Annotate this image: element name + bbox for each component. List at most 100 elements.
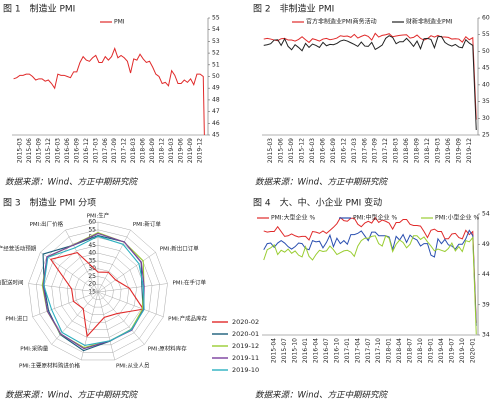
series-group (13, 46, 205, 135)
x-tick-label: 2015-03 (16, 138, 23, 163)
x-tick-label: 2015-10 (292, 338, 299, 363)
chart-title: 图 3 制造业 PMI 分项 (3, 197, 96, 209)
axis-label: PMI:原材料库存 (148, 344, 188, 352)
y-tick-label: 49 (482, 241, 490, 248)
x-tick-label: 2019-06 (178, 138, 185, 163)
x-tick-label: 2015-09 (288, 138, 295, 163)
y-tick-label: 50 (212, 73, 220, 80)
chart-title: 图 1 制造业 PMI (3, 3, 75, 15)
axis-label: PMI:生产 (87, 212, 110, 220)
x-tick-label: 2018-01 (386, 338, 393, 363)
spoke (40, 252, 99, 293)
source-note: 数据来源：Wind、方正中期研究院 (5, 390, 139, 401)
x-tick-label: 2019-06 (445, 138, 452, 163)
series-line (42, 232, 145, 350)
x-tick-label: 2019-01 (427, 338, 434, 363)
x-tick-label: 2016-06 (319, 138, 326, 163)
y-tick-label: 51 (212, 61, 220, 68)
x-tick-label: 2019-09 (455, 138, 462, 163)
x-tick-label: 2017-12 (121, 138, 128, 163)
x-tick-label: 2015-06 (278, 138, 285, 163)
x-tick-label: 2016-10 (333, 338, 340, 363)
series-group (263, 216, 477, 335)
x-tick-label: 2017-07 (365, 338, 372, 363)
axis-label: PMI:进口 (5, 314, 28, 322)
x-tick-label: 2018-03 (393, 138, 400, 163)
r-tick-label: 30 (88, 265, 96, 272)
legend-label: 2020-02 (232, 318, 259, 326)
r-tick-label: 55 (88, 226, 96, 233)
grid-ring (59, 252, 137, 331)
spoke (81, 291, 99, 361)
x-tick-label: 2017-06 (361, 138, 368, 163)
y-tick-label: 54 (212, 26, 220, 33)
x-tick-label: 2020-01 (469, 338, 476, 363)
x-tick-label: 2019-10 (459, 338, 466, 363)
spoke (97, 229, 131, 293)
y-tick-label: 55 (212, 15, 220, 22)
y-tick-label: 34 (482, 332, 490, 339)
grid-ring (74, 268, 122, 315)
legend-label: 2019-11 (232, 354, 259, 362)
y-tick-label: 25 (482, 132, 490, 139)
legend-label: 2019-10 (232, 366, 259, 374)
x-tick-label: 2018-09 (414, 138, 421, 163)
series-line (43, 235, 145, 347)
r-tick-label: 20 (88, 281, 96, 288)
y-tick-label: 53 (212, 38, 220, 45)
grid-ring (35, 229, 161, 353)
axis-label: PMI:采购量 (20, 344, 49, 352)
spoke (97, 252, 156, 293)
x-tick-label: 2017-12 (382, 138, 389, 163)
x-tick-label: 2016-12 (340, 138, 347, 163)
series-line (13, 46, 205, 135)
x-tick-label: 2017-03 (92, 138, 99, 163)
x-tick-label: 2018-03 (130, 138, 137, 163)
series-line (263, 35, 477, 131)
legend-label: PMI (114, 19, 125, 26)
axis-label: PMI:出厂价格 (30, 220, 64, 228)
spoke (28, 283, 99, 293)
y-tick-label: 35 (482, 98, 490, 105)
x-tick-label: 2017-09 (111, 138, 118, 163)
y-tick-label: 30 (482, 115, 490, 122)
x-tick-label: 2018-10 (417, 338, 424, 363)
x-tick-label: 2016-09 (73, 138, 80, 163)
series-line (263, 229, 477, 326)
y-tick-label: 40 (482, 81, 490, 88)
chart-title: 图 4 大、中、小企业 PMI 变动 (253, 197, 382, 209)
legend-label: 官方非制造业PMI商务活动 (306, 18, 377, 26)
chart-title: 图 2 非制造业 PMI (253, 3, 334, 15)
r-tick-label: 15 (88, 289, 96, 296)
x-tick-label: 2016-03 (54, 138, 61, 163)
spoke (51, 291, 99, 345)
y-tick-label: 44 (482, 271, 490, 278)
x-tick-label: 2017-03 (351, 138, 358, 163)
x-tick-label: 2016-01 (302, 338, 309, 363)
x-tick-label: 2017-10 (375, 338, 382, 363)
x-tick-label: 2016-09 (330, 138, 337, 163)
x-tick-label: 2019-03 (434, 138, 441, 163)
axis-label: PMI:生产经营活动预期 (0, 244, 37, 252)
series-line (263, 216, 477, 323)
legend-label: 2020-01 (232, 330, 259, 338)
y-tick-label: 39 (482, 301, 490, 308)
x-tick-label: 2016-03 (309, 138, 316, 163)
grid-ring (66, 260, 130, 323)
x-tick-label: 2018-06 (403, 138, 410, 163)
y-tick-label: 47 (212, 108, 220, 115)
x-tick-label: 2018-12 (159, 138, 166, 163)
axis-label: PMI:供货商配送时间 (0, 278, 24, 286)
x-tick-label: 2019-09 (187, 138, 194, 163)
spoke (97, 291, 115, 361)
r-tick-label: 60 (88, 219, 96, 226)
x-tick-label: 2017-06 (102, 138, 109, 163)
x-tick-label: 2016-06 (64, 138, 71, 163)
x-tick-label: 2017-09 (372, 138, 379, 163)
grid-ring (51, 245, 145, 338)
x-tick-label: 2017-04 (354, 338, 361, 363)
x-tick-label: 2015-12 (45, 138, 52, 163)
x-tick-label: 2015-03 (267, 138, 274, 163)
grid-ring (82, 276, 114, 308)
axis-label: PMI:新订单 (133, 220, 162, 228)
